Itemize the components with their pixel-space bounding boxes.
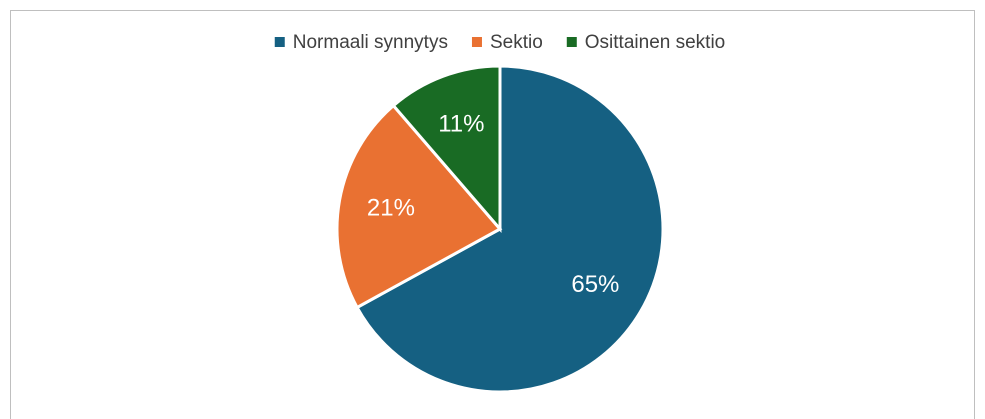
data-label: 65%: [571, 271, 619, 298]
legend-label: Normaali synnytys: [293, 32, 448, 53]
pie-slice: [355, 64, 665, 394]
data-label: 21%: [367, 195, 415, 222]
pie-slice: [391, 64, 502, 234]
legend-swatch: [471, 37, 482, 47]
legend-swatch: [274, 37, 285, 47]
legend-label: Sektio: [490, 32, 543, 53]
pie-slice: [335, 103, 503, 310]
legend-label: Osittainen sektio: [585, 32, 725, 53]
legend-swatch: [566, 37, 577, 47]
data-label: 11%: [438, 110, 484, 137]
